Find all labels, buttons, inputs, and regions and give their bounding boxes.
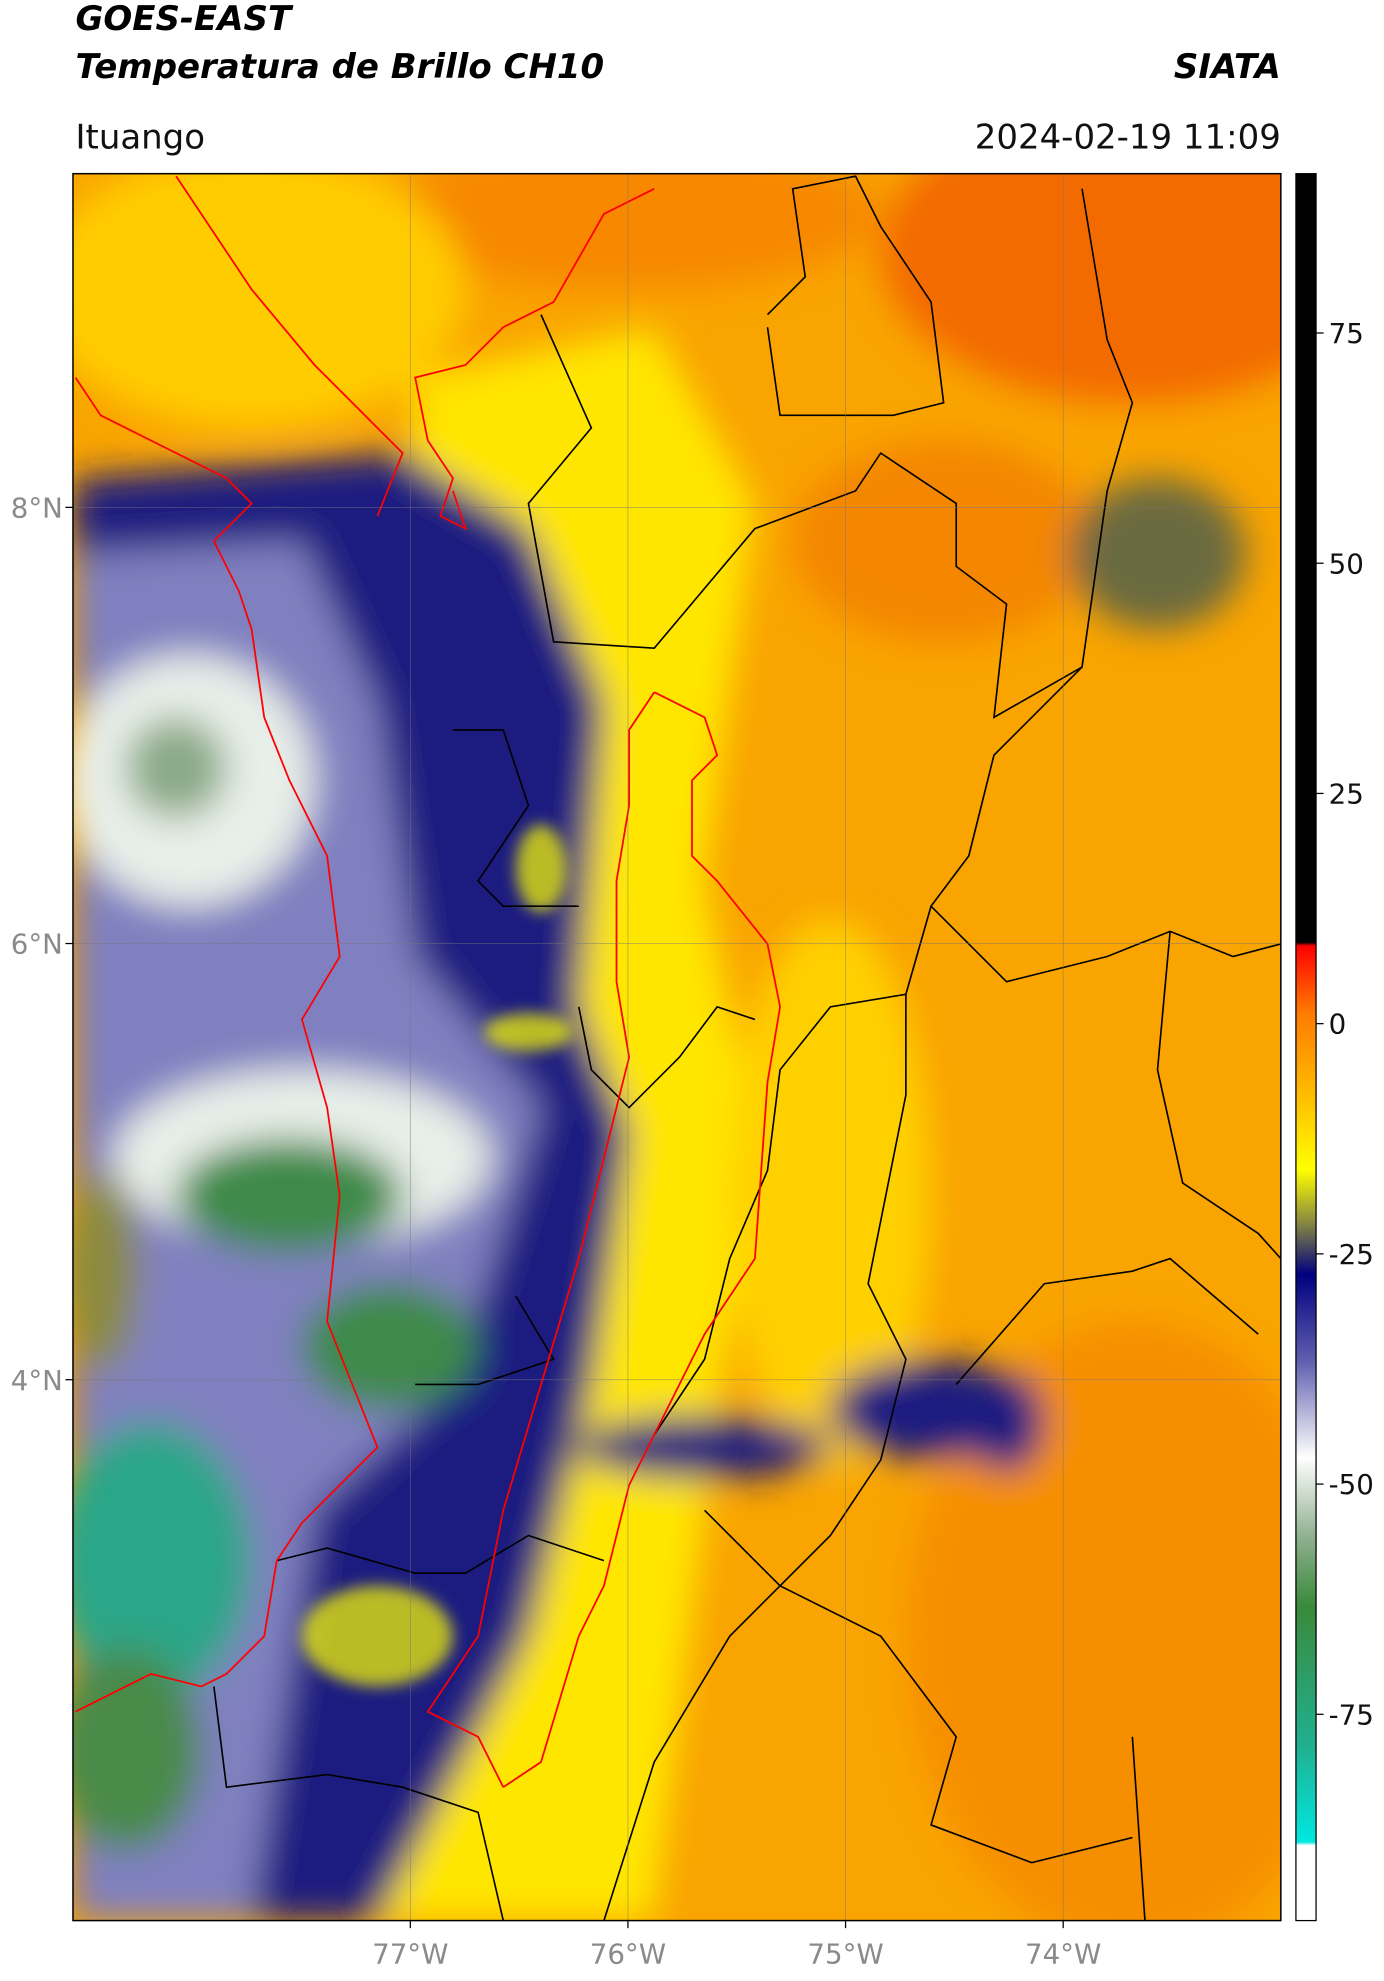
x-tick-label: 75°W bbox=[807, 1937, 883, 1970]
y-tick-label: 4°N bbox=[11, 1364, 63, 1397]
colorbar-tick-label: 50 bbox=[1329, 547, 1364, 580]
satellite-image bbox=[72, 173, 1281, 1921]
colorbar-tick-label: 0 bbox=[1329, 1008, 1347, 1041]
location: Ituango bbox=[75, 118, 205, 158]
colorbar-tick-label: -25 bbox=[1329, 1238, 1374, 1271]
title: GOES-EAST bbox=[75, 0, 293, 39]
colorbar-tick-label: 25 bbox=[1329, 777, 1364, 810]
colorbar-tick-label: 75 bbox=[1329, 317, 1364, 350]
colorbar-tick-label: -75 bbox=[1329, 1698, 1374, 1731]
colorbar bbox=[1295, 173, 1317, 1922]
source: SIATA bbox=[1174, 47, 1281, 87]
datetime: 2024-02-19 11:09 bbox=[975, 118, 1281, 158]
colorbar-tick-label: -50 bbox=[1329, 1468, 1374, 1501]
grid bbox=[72, 173, 1281, 1921]
map-frame bbox=[72, 172, 1282, 1922]
y-tick-label: 8°N bbox=[11, 491, 63, 524]
subtitle: Temperatura de Brillo CH10 bbox=[75, 47, 604, 87]
x-tick-label: 76°W bbox=[590, 1937, 666, 1970]
x-tick-label: 74°W bbox=[1025, 1937, 1101, 1970]
y-tick-label: 6°N bbox=[11, 928, 63, 961]
x-tick-label: 77°W bbox=[372, 1937, 448, 1970]
